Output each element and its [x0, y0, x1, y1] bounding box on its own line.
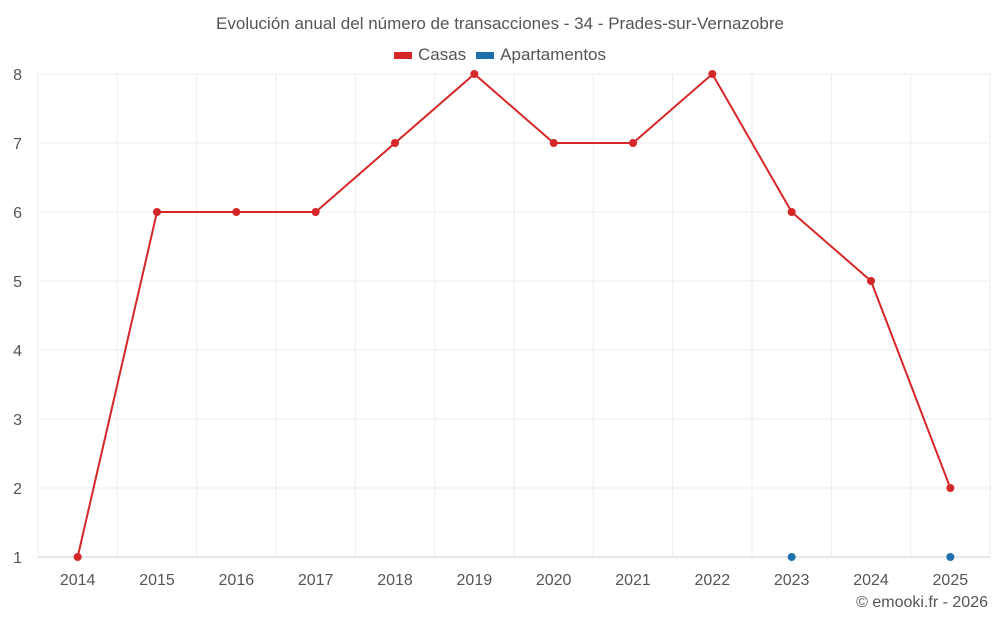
x-tick-label: 2017 [298, 572, 334, 589]
data-point-casas [153, 208, 161, 216]
data-point-casas [549, 139, 558, 147]
x-tick-label: 2018 [377, 572, 413, 589]
data-point-apartamentos [946, 553, 955, 561]
x-tick-label: 2016 [219, 572, 255, 589]
x-tick-label: 2014 [60, 572, 96, 589]
y-tick-label: 4 [13, 343, 22, 360]
y-tick-label: 3 [13, 412, 22, 429]
data-point-casas [629, 139, 637, 147]
data-point-casas [391, 139, 399, 147]
x-tick-label: 2025 [933, 572, 969, 589]
y-tick-label: 5 [13, 274, 22, 291]
data-point-casas [708, 70, 717, 78]
legend-item-apartamentos[interactable]: Apartamentos [476, 45, 606, 65]
y-tick-label: 6 [13, 205, 22, 222]
data-point-casas [470, 70, 479, 78]
y-tick-label: 8 [13, 67, 22, 84]
series-line-casas [76, 72, 952, 558]
x-tick-label: 2019 [457, 572, 493, 589]
x-tick-label: 2020 [536, 572, 572, 589]
x-tick-label: 2022 [695, 572, 731, 589]
y-tick-label: 1 [13, 550, 22, 567]
y-tick-label: 2 [13, 481, 22, 498]
data-point-casas [946, 484, 955, 492]
legend: Casas Apartamentos [0, 45, 1000, 65]
data-point-casas [787, 208, 796, 216]
data-point-casas [73, 553, 82, 561]
data-point-casas [232, 208, 241, 216]
x-tick-label: 2021 [615, 572, 651, 589]
legend-label-apartamentos: Apartamentos [500, 45, 607, 64]
legend-label-casas: Casas [417, 45, 467, 64]
data-point-casas [311, 208, 320, 216]
x-tick-label: 2015 [139, 572, 175, 589]
data-point-casas [867, 277, 875, 285]
chart-title: Evolución anual del número de transaccio… [216, 14, 784, 33]
y-tick-label: 7 [13, 136, 22, 153]
legend-swatch-casas [393, 51, 412, 59]
credit: © emooki.fr - 2026 [856, 594, 988, 611]
legend-swatch-apartamentos [476, 51, 495, 59]
data-point-apartamentos [787, 553, 796, 561]
x-tick-label: 2024 [853, 572, 889, 589]
x-tick-label: 2023 [774, 572, 810, 589]
legend-item-casas[interactable]: Casas [393, 45, 467, 65]
